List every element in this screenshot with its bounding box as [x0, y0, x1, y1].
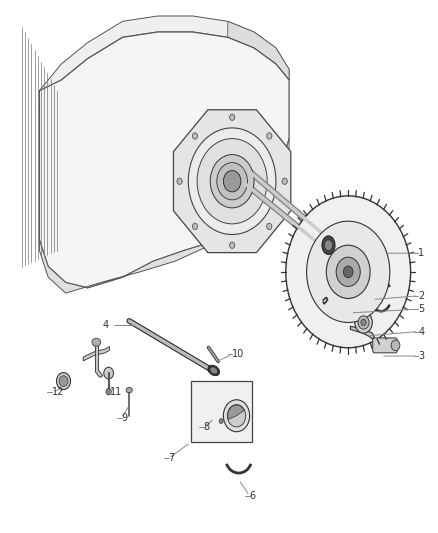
Ellipse shape	[177, 178, 182, 184]
Polygon shape	[94, 344, 103, 377]
Ellipse shape	[391, 340, 400, 351]
Text: 4: 4	[102, 320, 109, 330]
Ellipse shape	[208, 365, 219, 376]
Ellipse shape	[197, 139, 267, 224]
Ellipse shape	[326, 245, 370, 298]
Polygon shape	[228, 21, 289, 80]
Ellipse shape	[57, 373, 71, 390]
Ellipse shape	[355, 312, 372, 333]
Ellipse shape	[188, 128, 276, 235]
Ellipse shape	[358, 316, 369, 329]
Ellipse shape	[267, 223, 272, 230]
Wedge shape	[228, 405, 244, 419]
FancyBboxPatch shape	[191, 381, 252, 442]
Ellipse shape	[267, 133, 272, 139]
Text: 7: 7	[169, 454, 175, 463]
Text: 3: 3	[418, 351, 424, 361]
Ellipse shape	[227, 405, 246, 427]
Ellipse shape	[59, 376, 68, 386]
Text: 8: 8	[204, 423, 210, 432]
Ellipse shape	[219, 419, 223, 423]
FancyBboxPatch shape	[373, 338, 397, 353]
Ellipse shape	[230, 114, 235, 120]
Ellipse shape	[336, 257, 360, 287]
Ellipse shape	[210, 367, 218, 374]
Ellipse shape	[223, 400, 250, 432]
Text: 10: 10	[232, 350, 244, 359]
Ellipse shape	[343, 266, 353, 278]
Polygon shape	[173, 110, 291, 253]
Ellipse shape	[192, 223, 198, 230]
Ellipse shape	[223, 171, 241, 192]
Ellipse shape	[230, 242, 235, 248]
Ellipse shape	[217, 163, 247, 200]
Text: 2: 2	[418, 291, 424, 301]
Text: 1: 1	[418, 248, 424, 258]
Ellipse shape	[322, 236, 335, 255]
Ellipse shape	[307, 221, 390, 322]
Text: 5: 5	[418, 304, 424, 314]
Text: 6: 6	[250, 491, 256, 500]
Polygon shape	[39, 139, 289, 293]
Text: 9: 9	[122, 414, 128, 423]
Text: 4: 4	[418, 327, 424, 336]
Ellipse shape	[282, 178, 287, 184]
Polygon shape	[350, 326, 374, 339]
Text: 12: 12	[52, 387, 64, 397]
Ellipse shape	[286, 196, 411, 348]
Text: 11: 11	[110, 387, 122, 397]
Ellipse shape	[104, 367, 113, 379]
Polygon shape	[83, 346, 110, 361]
Ellipse shape	[361, 319, 366, 326]
Ellipse shape	[210, 155, 254, 208]
Ellipse shape	[106, 389, 111, 395]
Polygon shape	[39, 32, 289, 288]
Ellipse shape	[325, 240, 332, 251]
Polygon shape	[39, 16, 289, 107]
Ellipse shape	[126, 387, 132, 393]
Ellipse shape	[192, 133, 198, 139]
Ellipse shape	[92, 338, 101, 346]
